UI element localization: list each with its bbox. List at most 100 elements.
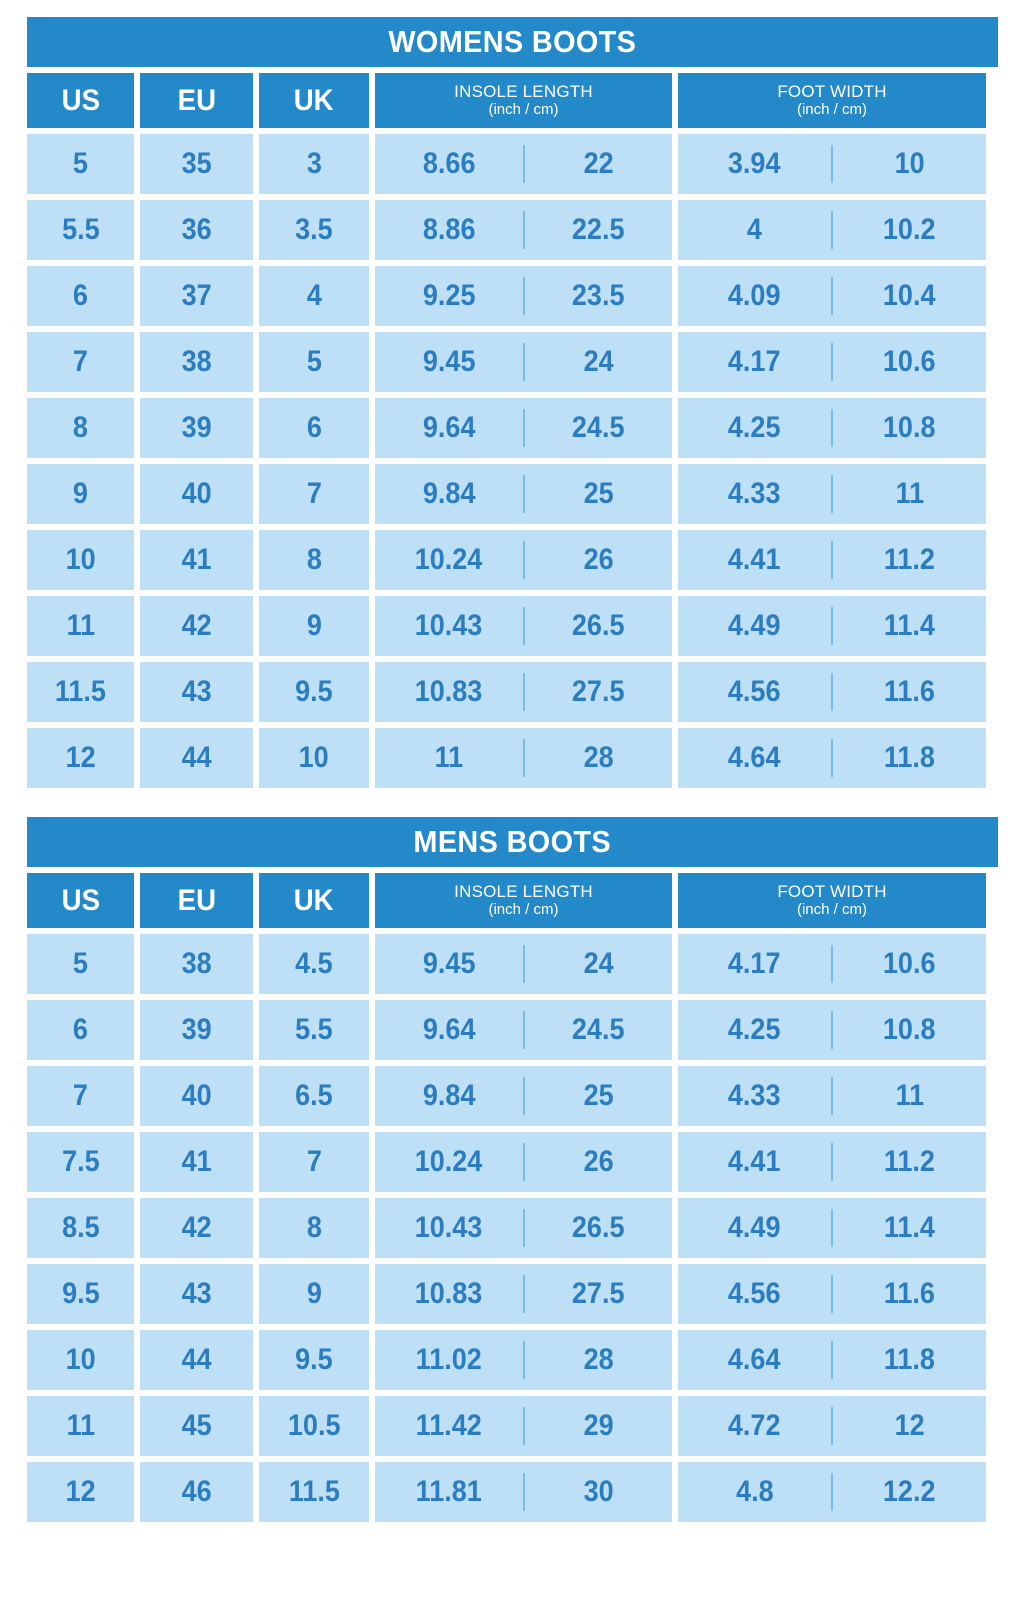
cell-eu: 43 xyxy=(140,662,253,722)
cell-foot-width-cm-value: 11.4 xyxy=(883,1211,936,1244)
cell-insole-length-inch-value: 9.84 xyxy=(422,1079,476,1112)
cell-foot-width-inch: 4.49 xyxy=(678,1198,831,1258)
cell-foot-width-inch: 4.64 xyxy=(678,1330,831,1390)
cell-foot-width: 4.49 11.4 xyxy=(678,1198,986,1258)
cell-us: 12 xyxy=(27,728,134,788)
cell-uk: 9.5 xyxy=(259,1330,369,1390)
cell-insole-length-inch: 9.84 xyxy=(375,1066,523,1126)
cell-insole-length-inch-value: 9.45 xyxy=(422,947,476,980)
cell-foot-width-inch-value: 4.33 xyxy=(728,1079,781,1112)
cell-foot-width-cm: 10.4 xyxy=(833,266,986,326)
unit-divider xyxy=(522,211,525,249)
cell-foot-width-inch-value: 4.64 xyxy=(728,1343,781,1376)
cell-us-value: 12 xyxy=(65,1475,96,1508)
cell-uk-value: 7 xyxy=(306,1145,322,1178)
cell-us: 11 xyxy=(27,1396,134,1456)
cell-uk: 4.5 xyxy=(259,934,369,994)
cell-insole-length-inch-value: 9.84 xyxy=(422,477,476,510)
cell-us-value: 8.5 xyxy=(61,1211,100,1244)
cell-uk: 7 xyxy=(259,464,369,524)
cell-insole-length-cm: 25 xyxy=(525,1066,673,1126)
unit-divider xyxy=(831,1473,833,1511)
table-row: 12 44 10 11 28 4.64 11.8 xyxy=(27,728,998,788)
cell-uk: 10.5 xyxy=(259,1396,369,1456)
cell-insole-length: 9.84 25 xyxy=(375,1066,672,1126)
cell-foot-width-cm: 11.2 xyxy=(833,1132,986,1192)
column-header-uk: UK xyxy=(259,73,369,128)
cell-foot-width-cm-value: 11.6 xyxy=(883,1277,936,1310)
cell-insole-length-inch: 10.83 xyxy=(375,1264,523,1324)
cell-insole-length-cm-value: 25 xyxy=(583,477,614,510)
cell-foot-width-inch-value: 4.41 xyxy=(728,543,781,576)
cell-insole-length: 9.45 24 xyxy=(375,934,672,994)
cell-uk: 10 xyxy=(259,728,369,788)
cell-foot-width: 4.33 11 xyxy=(678,464,986,524)
cell-eu: 39 xyxy=(140,398,253,458)
cell-insole-length-inch-value: 11.02 xyxy=(415,1343,482,1376)
cell-foot-width: 4.8 12.2 xyxy=(678,1462,986,1522)
cell-foot-width-cm: 11 xyxy=(833,1066,986,1126)
cell-foot-width-inch: 4.25 xyxy=(678,398,831,458)
table-title: MENS BOOTS xyxy=(413,824,612,859)
cell-foot-width-inch-value: 4.25 xyxy=(728,1013,781,1046)
column-header-uk: UK xyxy=(259,873,369,928)
cell-foot-width-inch: 4.33 xyxy=(678,464,831,524)
cell-eu: 40 xyxy=(140,1066,253,1126)
cell-eu: 36 xyxy=(140,200,253,260)
cell-insole-length-cm-value: 23.5 xyxy=(571,279,625,312)
cell-insole-length-cm: 24.5 xyxy=(525,1000,673,1060)
unit-divider xyxy=(522,1275,525,1313)
cell-insole-length-inch: 10.24 xyxy=(375,530,523,590)
cell-eu-value: 43 xyxy=(181,675,212,708)
cell-us-value: 10 xyxy=(65,543,96,576)
cell-foot-width: 4 10.2 xyxy=(678,200,986,260)
cell-uk-value: 4 xyxy=(306,279,322,312)
cell-foot-width-inch-value: 4.17 xyxy=(728,947,781,980)
cell-eu: 35 xyxy=(140,134,253,194)
table-row: 11.5 43 9.5 10.83 27.5 4.56 11.6 xyxy=(27,662,998,722)
column-header-uk-label: UK xyxy=(294,883,334,917)
table-row: 8 39 6 9.64 24.5 4.25 10.8 xyxy=(27,398,998,458)
cell-foot-width-inch: 4.56 xyxy=(678,1264,831,1324)
unit-divider xyxy=(831,541,833,579)
cell-insole-length: 10.24 26 xyxy=(375,1132,672,1192)
cell-insole-length-inch: 9.84 xyxy=(375,464,523,524)
column-header-insole-length-units: (inch / cm) xyxy=(488,901,559,919)
cell-eu-value: 44 xyxy=(181,741,212,774)
cell-insole-length-cm-value: 22 xyxy=(583,147,614,180)
cell-uk: 8 xyxy=(259,1198,369,1258)
cell-foot-width-inch: 4.09 xyxy=(678,266,831,326)
cell-us-value: 7 xyxy=(72,1079,89,1112)
cell-foot-width-inch: 4 xyxy=(678,200,831,260)
cell-foot-width-inch: 4.25 xyxy=(678,1000,831,1060)
unit-divider xyxy=(522,1143,525,1181)
cell-insole-length-inch-value: 9.25 xyxy=(422,279,476,312)
cell-us: 11.5 xyxy=(27,662,134,722)
cell-foot-width: 4.17 10.6 xyxy=(678,934,986,994)
unit-divider xyxy=(831,673,833,711)
cell-insole-length: 11.81 30 xyxy=(375,1462,672,1522)
cell-insole-length-inch: 8.66 xyxy=(375,134,523,194)
cell-foot-width-cm-value: 10 xyxy=(894,147,925,180)
table-row: 9 40 7 9.84 25 4.33 11 xyxy=(27,464,998,524)
cell-eu: 42 xyxy=(140,1198,253,1258)
cell-eu-value: 41 xyxy=(181,543,212,576)
cell-insole-length-inch-value: 10.83 xyxy=(414,675,483,708)
cell-uk: 9.5 xyxy=(259,662,369,722)
cell-uk: 9 xyxy=(259,1264,369,1324)
unit-divider xyxy=(831,211,833,249)
cell-insole-length-cm: 26.5 xyxy=(525,1198,673,1258)
cell-uk: 5 xyxy=(259,332,369,392)
cell-us: 7 xyxy=(27,332,134,392)
cell-insole-length-inch: 8.86 xyxy=(375,200,523,260)
cell-foot-width-cm-value: 10.6 xyxy=(883,947,936,980)
cell-us-value: 6 xyxy=(72,279,89,312)
unit-divider xyxy=(522,739,525,777)
unit-divider xyxy=(522,1209,525,1247)
cell-insole-length: 9.45 24 xyxy=(375,332,672,392)
unit-divider xyxy=(522,607,525,645)
table-spacer xyxy=(27,788,998,817)
cell-uk-value: 9 xyxy=(306,609,322,642)
cell-uk: 8 xyxy=(259,530,369,590)
cell-insole-length: 10.43 26.5 xyxy=(375,596,672,656)
